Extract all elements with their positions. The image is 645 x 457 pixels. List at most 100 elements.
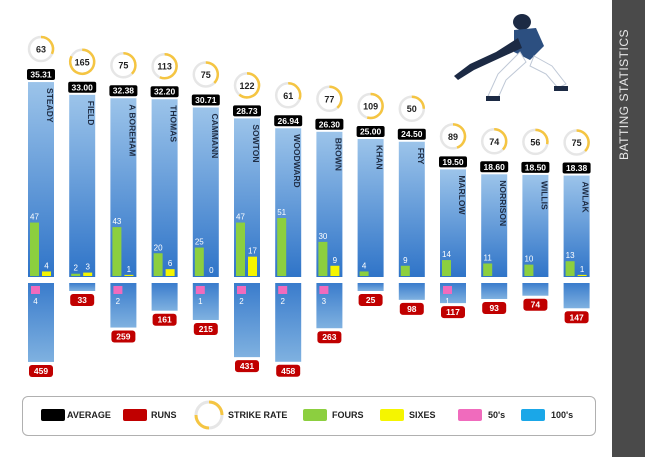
fifties-mark-cammann [195,286,205,294]
legend-swatch-sixes [380,409,404,421]
average-box-awlak [562,162,591,174]
average-bar-norrison [481,174,508,277]
legend-swatch-fours [303,409,327,421]
fours-bar-steady [30,222,39,276]
average-box-field [68,81,97,93]
batsman-silhouette-icon [454,14,568,101]
runs-bar-woodward [275,283,302,362]
fifties-label-woodward: 2 [280,297,285,306]
strike-rate-label-khan: 109 [363,101,378,111]
average-label-khan: 25.00 [360,126,382,136]
strike-rate-ring-icon [194,400,224,430]
runs-bar-field [69,283,96,291]
fifties-label-a-boreham: 2 [116,297,121,306]
fifties-label-brown: 3 [322,297,327,306]
fours-label-norrison: 11 [484,253,493,262]
average-box-willis [521,161,550,173]
legend-swatch-fifties [458,409,482,421]
fours-bar-cammann [194,247,204,276]
fifties-mark-marlow [443,286,452,294]
fifties-mark-brown [319,286,329,294]
strike-rate-arc-cammann [205,61,220,84]
legend-swatch-hundreds [521,409,545,421]
strike-rate-label-woodward: 61 [283,91,293,101]
average-label-woodward: 26.94 [278,116,300,126]
player-name-norrison: NORRISON [498,180,508,226]
fours-bar-norrison [483,263,493,276]
fours-label-thomas: 20 [154,243,163,252]
player-name-a-boreham: A BOREHAM [127,104,137,156]
runs-bar-norrison [481,283,508,299]
strike-rate-arc-awlak [576,129,590,152]
strike-rate-label-steady: 63 [36,45,46,55]
fours-bar-sowton [236,222,245,276]
fours-label-willis: 10 [524,255,533,264]
fours-label-woodward: 51 [277,208,286,217]
sixes-label-sowton: 17 [248,247,257,256]
legend-label-fifties: 50's [488,410,506,420]
player-name-awlak: AWLAK [581,182,591,214]
fours-bar-brown [318,241,328,276]
runs-bar-sowton [234,283,260,358]
strike-rate-label-field: 165 [75,57,90,67]
sixes-label-cammann: 0 [209,266,214,275]
fours-label-marlow: 14 [442,250,451,259]
legend-swatch-average [41,409,65,421]
player-name-cammann: CAMMANN [210,113,220,158]
fifties-mark-sowton [237,286,246,294]
fours-label-awlak: 13 [566,251,575,260]
average-box-norrison [480,161,509,173]
runs-label-cammann: 215 [199,324,213,334]
fours-bar-thomas [153,253,163,276]
average-bar-thomas [151,99,178,277]
fours-bar-awlak [565,261,575,276]
player-name-willis: WILLIS [539,181,549,210]
strike-rate-label-norrison: 74 [489,137,499,147]
runs-label-a-boreham: 259 [116,332,130,342]
player-name-woodward: WOODWARD [292,134,302,187]
average-bar-marlow [440,169,466,277]
legend-label-fours: FOURS [332,410,364,420]
runs-box-steady [29,364,53,377]
average-bar-khan [357,138,384,277]
strike-rate-arc-marlow [452,123,467,149]
fifties-mark-a-boreham [113,286,123,294]
runs-label-woodward: 458 [281,366,295,376]
runs-box-woodward [276,364,301,377]
runs-box-willis [523,298,548,311]
average-label-thomas: 32.20 [154,87,176,97]
legend-label-strike-rate: STRIKE RATE [228,410,288,420]
legend-swatch-runs [123,409,147,421]
sixes-bar-sowton [248,256,257,276]
sixes-bar-thomas [165,269,175,276]
average-label-sowton: 28.73 [236,106,258,116]
legend-label-runs: RUNS [151,410,177,420]
runs-box-khan [358,294,383,306]
sixes-label-a-boreham: 1 [127,265,132,274]
average-label-willis: 18.50 [525,162,547,172]
average-bar-field [69,94,96,277]
strike-rate-label-brown: 77 [324,94,334,104]
fifties-mark-woodward [278,286,288,294]
sixes-bar-brown [330,265,340,276]
runs-box-brown [317,331,342,344]
average-bar-awlak [563,175,590,277]
player-name-field: FIELD [86,101,96,126]
average-box-steady [27,69,55,81]
fours-bar-fry [400,265,410,276]
fifties-label-steady: 4 [33,297,38,306]
sixes-bar-a-boreham [124,274,134,276]
runs-box-a-boreham [111,330,136,343]
sixes-bar-steady [42,271,51,276]
player-name-sowton: SOWTON [251,124,261,162]
strike-rate-label-cammann: 75 [201,70,211,80]
average-bar-willis [522,174,549,277]
fifties-label-marlow: 1 [445,297,450,306]
fours-bar-marlow [442,260,451,276]
player-name-fry: FRY [416,148,426,165]
runs-box-awlak [564,311,589,324]
strike-rate-arc-fry [411,95,426,109]
legend-label-hundreds: 100's [551,410,574,420]
runs-label-brown: 263 [322,332,336,342]
